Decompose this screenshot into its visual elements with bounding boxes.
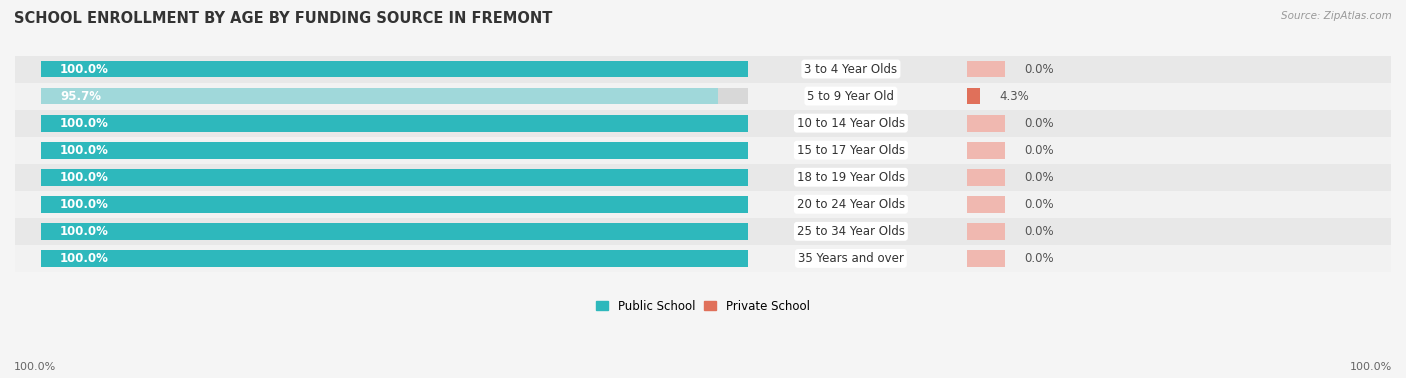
Text: 100.0%: 100.0% xyxy=(60,171,108,184)
Bar xyxy=(41,88,748,104)
Bar xyxy=(0,110,1391,137)
Bar xyxy=(0,191,1391,218)
Text: 100.0%: 100.0% xyxy=(60,252,108,265)
Text: 100.0%: 100.0% xyxy=(60,198,108,211)
Bar xyxy=(967,196,1005,213)
Text: 0.0%: 0.0% xyxy=(1025,198,1054,211)
Bar xyxy=(0,82,1391,110)
Text: 0.0%: 0.0% xyxy=(1025,62,1054,76)
Bar xyxy=(41,142,748,159)
Bar xyxy=(0,137,1391,164)
Bar xyxy=(0,245,1391,272)
Text: SCHOOL ENROLLMENT BY AGE BY FUNDING SOURCE IN FREMONT: SCHOOL ENROLLMENT BY AGE BY FUNDING SOUR… xyxy=(14,11,553,26)
Bar xyxy=(0,56,1391,82)
Text: 100.0%: 100.0% xyxy=(60,225,108,238)
Bar xyxy=(41,169,748,186)
Bar xyxy=(0,218,1391,245)
Text: 100.0%: 100.0% xyxy=(1350,363,1392,372)
Bar xyxy=(41,169,748,186)
Text: 0.0%: 0.0% xyxy=(1025,252,1054,265)
Text: 25 to 34 Year Olds: 25 to 34 Year Olds xyxy=(797,225,905,238)
Text: 0.0%: 0.0% xyxy=(1025,171,1054,184)
Text: 100.0%: 100.0% xyxy=(14,363,56,372)
Bar xyxy=(967,142,1005,159)
Bar xyxy=(967,169,1005,186)
Bar xyxy=(0,164,1391,191)
Text: 100.0%: 100.0% xyxy=(60,117,108,130)
Text: 20 to 24 Year Olds: 20 to 24 Year Olds xyxy=(797,198,905,211)
Bar xyxy=(41,115,748,132)
Legend: Public School, Private School: Public School, Private School xyxy=(592,295,814,318)
Text: 5 to 9 Year Old: 5 to 9 Year Old xyxy=(807,90,894,102)
Bar xyxy=(41,60,748,77)
Bar xyxy=(41,88,717,104)
Text: 100.0%: 100.0% xyxy=(60,144,108,157)
Bar xyxy=(41,223,748,240)
Bar xyxy=(41,250,748,267)
Bar xyxy=(41,250,748,267)
Bar xyxy=(41,115,748,132)
Bar xyxy=(41,196,748,213)
Bar xyxy=(967,223,1005,240)
Bar xyxy=(41,60,748,77)
Bar xyxy=(967,115,1005,132)
Bar xyxy=(967,60,1005,77)
Bar xyxy=(41,196,748,213)
Bar xyxy=(967,250,1005,267)
Text: 10 to 14 Year Olds: 10 to 14 Year Olds xyxy=(797,117,905,130)
Text: 18 to 19 Year Olds: 18 to 19 Year Olds xyxy=(797,171,905,184)
Text: 4.3%: 4.3% xyxy=(1000,90,1029,102)
Bar xyxy=(41,223,748,240)
Text: 0.0%: 0.0% xyxy=(1025,117,1054,130)
Text: 100.0%: 100.0% xyxy=(60,62,108,76)
Text: 35 Years and over: 35 Years and over xyxy=(799,252,904,265)
Text: Source: ZipAtlas.com: Source: ZipAtlas.com xyxy=(1281,11,1392,21)
Text: 0.0%: 0.0% xyxy=(1025,144,1054,157)
Text: 0.0%: 0.0% xyxy=(1025,225,1054,238)
Bar xyxy=(967,88,980,104)
Text: 3 to 4 Year Olds: 3 to 4 Year Olds xyxy=(804,62,897,76)
Text: 95.7%: 95.7% xyxy=(60,90,101,102)
Bar xyxy=(41,142,748,159)
Text: 15 to 17 Year Olds: 15 to 17 Year Olds xyxy=(797,144,905,157)
